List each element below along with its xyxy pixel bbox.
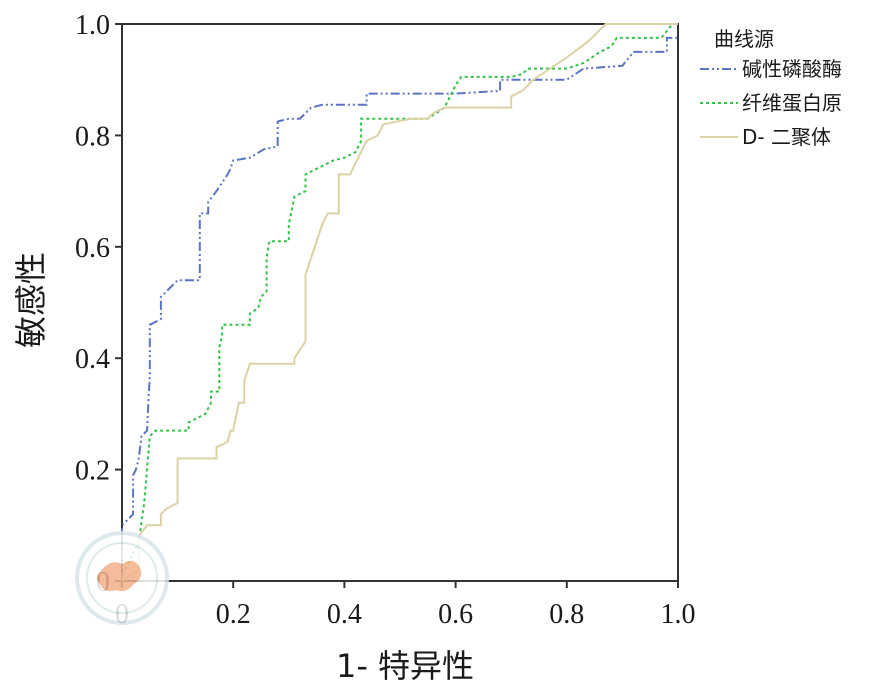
legend-title: 曲线源 <box>714 27 774 51</box>
series-layer <box>121 23 678 582</box>
y-tick-label: 0.2 <box>75 456 110 487</box>
legend-label: 纤维蛋白原 <box>742 91 842 115</box>
series-line-2 <box>121 23 678 581</box>
legend-item-1: 碱性磷酸酶 <box>700 57 842 81</box>
x-tick-label: 0.8 <box>549 599 584 630</box>
x-tick-label: 0.6 <box>438 599 473 630</box>
y-tick-label: 0.4 <box>75 344 110 375</box>
x-tick-label: 0.2 <box>216 599 251 630</box>
legend-label: D- 二聚体 <box>742 125 831 149</box>
legend-label: 碱性磷酸酶 <box>742 57 842 81</box>
y-axis-title: 敏感性 <box>12 252 50 348</box>
watermark-seal <box>75 531 169 625</box>
y-tick-label: 1.0 <box>75 10 110 41</box>
series-line-3 <box>121 23 678 582</box>
plot-frame <box>121 23 679 582</box>
y-tick-label: 0.6 <box>75 233 110 264</box>
legend-item-3: D- 二聚体 <box>700 125 831 149</box>
x-tick-label: 0.4 <box>327 599 362 630</box>
series-line-1 <box>121 36 678 581</box>
x-tick-label: 1.0 <box>661 599 696 630</box>
tick-layer: 00.20.40.60.81.000.20.40.60.81.0 <box>75 10 696 630</box>
y-tick-label: 0.8 <box>75 121 110 152</box>
legend-item-2: 纤维蛋白原 <box>700 91 842 115</box>
x-axis-title: 1- 特异性 <box>336 647 474 685</box>
